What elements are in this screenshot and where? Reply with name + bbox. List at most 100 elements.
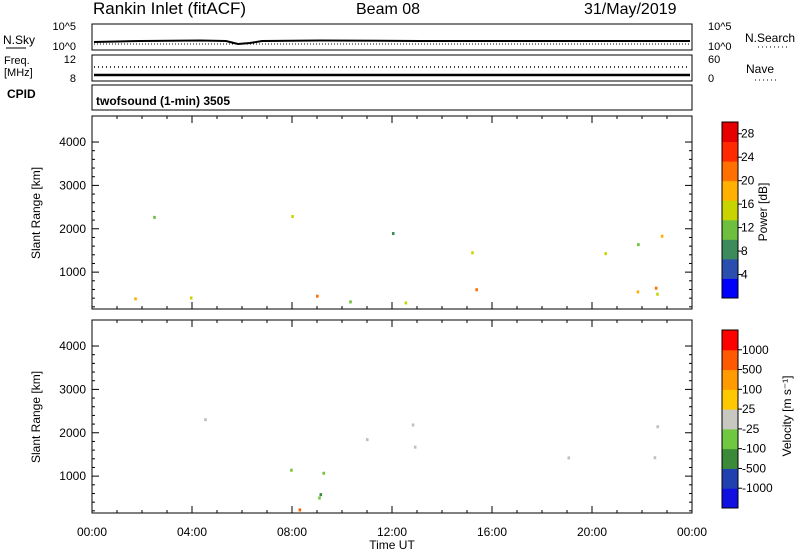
colorbar-tick-label: 16 — [741, 197, 755, 211]
freq-tick-bottom: 8 — [70, 73, 76, 85]
scatter-cell — [391, 232, 395, 236]
time-tick-label: 00:00 — [77, 525, 107, 539]
freq-panel — [91, 54, 693, 82]
colorbar-tick-label: 12 — [741, 221, 755, 235]
freq-label: Freq. — [4, 55, 30, 67]
colorbar-swatch — [722, 161, 738, 182]
colorbar-tick-label: 28 — [741, 127, 755, 141]
scatter-cell — [290, 468, 293, 472]
power-scatter — [134, 215, 664, 305]
scatter-cell — [411, 423, 415, 427]
cpid-panel — [91, 84, 693, 111]
scatter-cell — [134, 297, 137, 301]
nsearch-label: N.Search — [745, 31, 795, 45]
power-axes: 1000 2000 3000 4000 — [59, 116, 693, 309]
colorbar-swatch — [722, 239, 738, 260]
nsky-trace — [93, 39, 690, 46]
colorbar-frame — [721, 329, 739, 509]
colorbar-tick-label: 24 — [741, 150, 755, 164]
y-tick-label: 4000 — [59, 135, 86, 149]
colorbar-swatch — [722, 448, 738, 469]
scatter-cell — [656, 425, 660, 429]
cpid-text: twofsound (1-min) 3505 — [96, 94, 230, 108]
colorbar-tick-label: -1000 — [742, 481, 773, 495]
colorbar-swatch — [722, 468, 738, 489]
colorbar-tick-label: 25 — [742, 402, 756, 416]
velocity-panel-frame — [91, 319, 693, 514]
y-tick-label: 3000 — [59, 382, 86, 396]
scatter-cell — [189, 296, 193, 300]
scatter-cell — [475, 288, 478, 292]
scatter-cell — [660, 234, 664, 238]
colorbar-tick-label: -500 — [742, 461, 766, 475]
colorbar-swatch — [722, 428, 738, 450]
y-tick-label: 2000 — [59, 426, 86, 440]
colorbar-swatch — [722, 180, 738, 201]
velocity-colorbar-label: Velocity [m s⁻¹] — [780, 375, 794, 456]
scatter-cell — [567, 456, 571, 460]
colorbar-swatch — [722, 330, 738, 351]
scatter-cell — [365, 438, 369, 442]
scatter-cell — [318, 496, 321, 500]
time-tick-labels: 00:00 04:00 08:00 12:00 16:00 20:00 00:00 — [77, 525, 707, 539]
nsearch-tick-bottom: 10^0 — [708, 41, 732, 53]
scatter-cell — [153, 215, 156, 219]
nave-tick-bottom: 0 — [708, 73, 714, 85]
nsky-panel — [91, 23, 693, 51]
scatter-cell — [653, 456, 657, 460]
scatter-cell — [656, 292, 659, 296]
power-colorbar: 4 8 12 16 20 24 28 — [721, 121, 755, 299]
scatter-cell — [204, 418, 207, 422]
date-label: 31/May/2019 — [584, 1, 677, 18]
scatter-cell — [604, 252, 608, 256]
colorbar-swatch — [722, 278, 738, 299]
power-ylabel: Slant Range [km] — [29, 167, 43, 259]
scatter-cell — [322, 471, 326, 475]
time-tick-label: 00:00 — [677, 525, 707, 539]
scatter-cell — [413, 445, 417, 449]
velocity-colorbar: 1000 500 100 25 -25 -100 -500 -1000 — [721, 329, 773, 509]
time-tick-label: 20:00 — [577, 525, 607, 539]
scatter-cell — [319, 493, 323, 497]
colorbar-tick-label: 8 — [741, 244, 748, 258]
time-axis-label: Time UT — [369, 538, 415, 552]
time-tick-label: 12:00 — [377, 525, 407, 539]
velocity-axes: 1000 2000 3000 4000 — [59, 320, 693, 513]
y-tick-label: 2000 — [59, 222, 86, 236]
power-panel-frame — [91, 115, 693, 310]
colorbar-swatch — [722, 219, 738, 240]
time-tick-label: 08:00 — [277, 525, 307, 539]
nsky-label: N.Sky — [3, 33, 35, 47]
colorbar-tick-label: 20 — [741, 174, 755, 188]
time-tick-label: 04:00 — [177, 525, 207, 539]
colorbar-swatch — [722, 122, 738, 143]
y-tick-label: 4000 — [59, 339, 86, 353]
colorbar-frame — [721, 121, 739, 299]
scatter-cell — [404, 301, 408, 305]
colorbar-swatch — [722, 409, 738, 430]
scatter-cell — [471, 251, 474, 255]
colorbar-swatch — [722, 141, 738, 162]
colorbar-swatch — [722, 389, 738, 410]
y-tick-label: 3000 — [59, 178, 86, 192]
scatter-cell — [349, 300, 352, 304]
colorbar-swatch — [722, 488, 738, 509]
velocity-scatter — [204, 418, 660, 512]
colorbar-tick-label: -25 — [742, 422, 760, 436]
colorbar-swatch — [722, 258, 738, 279]
colorbar-swatch — [722, 369, 738, 390]
colorbar-tick-label: -100 — [742, 442, 766, 456]
nsky-tick-top: 10^5 — [52, 21, 76, 33]
station-title: Rankin Inlet (fitACF) — [93, 0, 246, 18]
scatter-cell — [298, 508, 302, 512]
scatter-cell — [291, 215, 294, 219]
nave-tick-top: 60 — [708, 54, 720, 66]
freq-tick-top: 12 — [64, 54, 76, 66]
scatter-cell — [636, 290, 640, 294]
power-colorbar-label: Power [dB] — [756, 183, 770, 242]
colorbar-swatch — [722, 349, 738, 371]
scatter-cell — [316, 294, 319, 298]
cpid-label: CPID — [7, 87, 36, 101]
colorbar-tick-label: 1000 — [742, 343, 769, 357]
